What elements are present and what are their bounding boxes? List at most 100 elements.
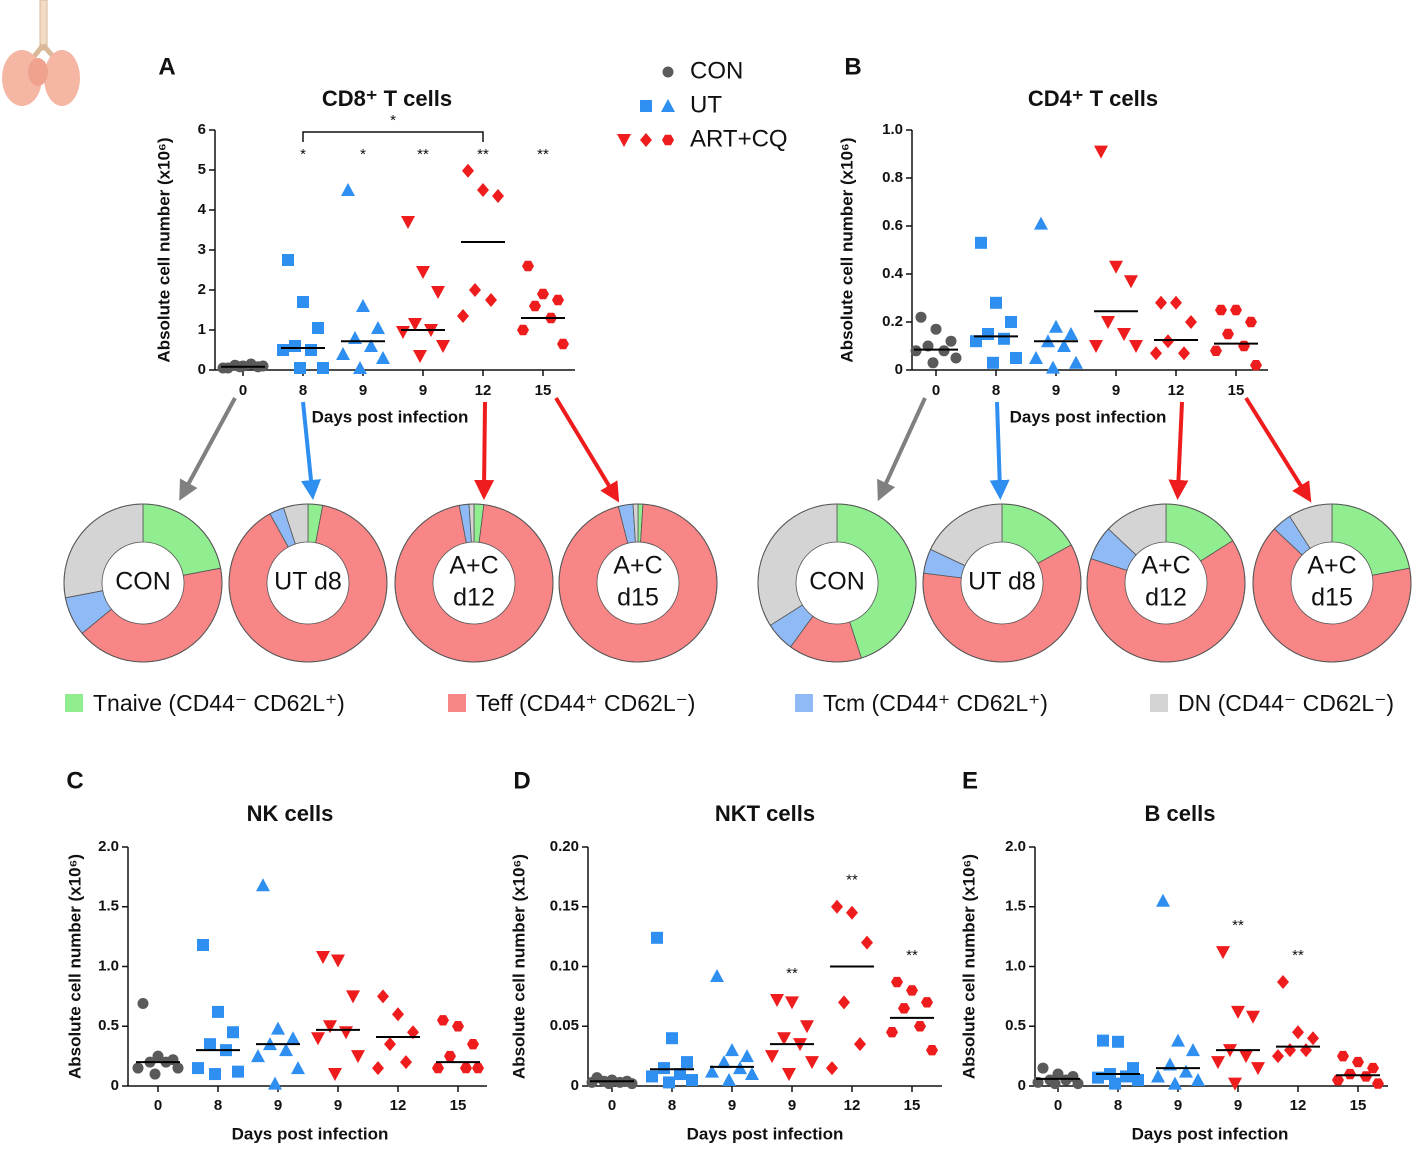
data-point — [311, 1032, 325, 1046]
data-point — [1372, 1078, 1384, 1089]
x-tick-label: 8 — [992, 382, 1000, 399]
data-point — [915, 311, 927, 323]
data-point — [1037, 1062, 1049, 1074]
data-point — [740, 1049, 754, 1063]
data-point — [914, 1021, 926, 1032]
data-point — [477, 183, 489, 197]
x-tick-label: 9 — [728, 1097, 736, 1114]
data-point — [686, 1074, 698, 1087]
y-tick-label: 0 — [198, 361, 206, 378]
y-tick-label: 5 — [198, 161, 206, 178]
significance: ** — [477, 146, 489, 163]
data-point — [353, 361, 367, 374]
data-point — [1097, 1034, 1109, 1047]
data-point — [891, 976, 903, 988]
data-point — [990, 296, 1002, 309]
donut-label: UT d8 — [274, 568, 342, 596]
y-tick-label: 1 — [198, 321, 206, 338]
data-point — [212, 1005, 224, 1018]
data-point — [286, 1031, 300, 1045]
x-tick-label: 0 — [239, 382, 247, 399]
data-point — [351, 1050, 365, 1064]
y-tick-label: 0 — [111, 1077, 119, 1094]
data-point — [317, 362, 329, 374]
data-point — [462, 163, 474, 178]
data-point — [640, 100, 652, 112]
data-point — [416, 266, 430, 279]
data-point — [1307, 1031, 1319, 1046]
data-point — [921, 997, 933, 1008]
data-point — [1170, 295, 1182, 310]
x-tick-label: 12 — [390, 1097, 407, 1114]
data-point — [1049, 1078, 1061, 1090]
donut-outline — [757, 503, 917, 663]
data-point — [725, 1043, 739, 1057]
data-point — [1332, 1074, 1344, 1086]
y-tick-label: 1.0 — [98, 957, 119, 974]
data-point — [217, 362, 229, 374]
data-point — [998, 332, 1010, 345]
data-point — [945, 335, 957, 347]
y-tick-label: 4 — [198, 201, 207, 218]
data-point — [1029, 351, 1043, 364]
data-point — [662, 134, 674, 146]
panel-letter: B — [844, 53, 861, 80]
data-point — [1367, 1062, 1379, 1074]
data-point — [1238, 340, 1250, 352]
x-tick-label: 15 — [535, 382, 552, 399]
lung-icon — [2, 0, 80, 106]
data-point — [663, 1076, 675, 1089]
data-point — [1215, 304, 1227, 316]
donut-outline — [922, 503, 1082, 663]
x-tick-label: 9 — [788, 1097, 796, 1114]
data-point — [826, 1061, 838, 1076]
data-point — [289, 340, 301, 352]
data-point — [152, 1050, 164, 1062]
data-point — [898, 1003, 910, 1014]
data-point — [197, 938, 209, 951]
significance: ** — [537, 146, 549, 163]
data-point — [517, 324, 529, 336]
data-point — [800, 1020, 814, 1034]
legend-label: UT — [690, 91, 722, 118]
data-point — [1150, 346, 1162, 361]
data-point — [1151, 1069, 1165, 1083]
data-point — [1109, 260, 1123, 274]
data-point — [323, 1020, 337, 1034]
x-tick-label: 9 — [359, 382, 367, 399]
y-axis-label: Absolute cell number (x10⁶) — [837, 137, 856, 362]
data-point — [982, 328, 994, 340]
data-point — [614, 1076, 626, 1088]
data-point — [603, 1078, 615, 1090]
x-axis-label: Days post infection — [1010, 407, 1167, 426]
data-point — [745, 1067, 759, 1081]
donut-label: d15 — [617, 584, 659, 612]
data-point — [658, 1062, 670, 1075]
legend-swatch — [795, 694, 813, 712]
data-point — [1216, 946, 1230, 960]
data-point — [271, 1021, 285, 1035]
x-tick-label: 9 — [1174, 1097, 1182, 1114]
significance: ** — [786, 965, 798, 982]
data-point — [1132, 1074, 1144, 1087]
data-point — [838, 995, 850, 1010]
significance: ** — [906, 947, 918, 964]
data-point — [408, 318, 422, 331]
y-tick-label: 2.0 — [98, 838, 119, 855]
data-point — [987, 356, 999, 369]
significance: ** — [846, 872, 858, 889]
x-tick-label: 12 — [1290, 1097, 1307, 1114]
data-point — [938, 345, 950, 357]
data-point — [651, 931, 663, 944]
data-point — [1156, 893, 1170, 907]
significance: ** — [1292, 947, 1304, 964]
data-point — [1046, 360, 1060, 374]
data-point — [437, 1015, 449, 1026]
bracket — [302, 131, 484, 142]
data-point — [1246, 1010, 1260, 1024]
data-point — [1120, 1070, 1132, 1083]
data-point — [1072, 1078, 1084, 1090]
data-point — [782, 1068, 796, 1082]
x-tick-label: 9 — [1112, 382, 1120, 399]
x-tick-label: 15 — [450, 1097, 467, 1114]
